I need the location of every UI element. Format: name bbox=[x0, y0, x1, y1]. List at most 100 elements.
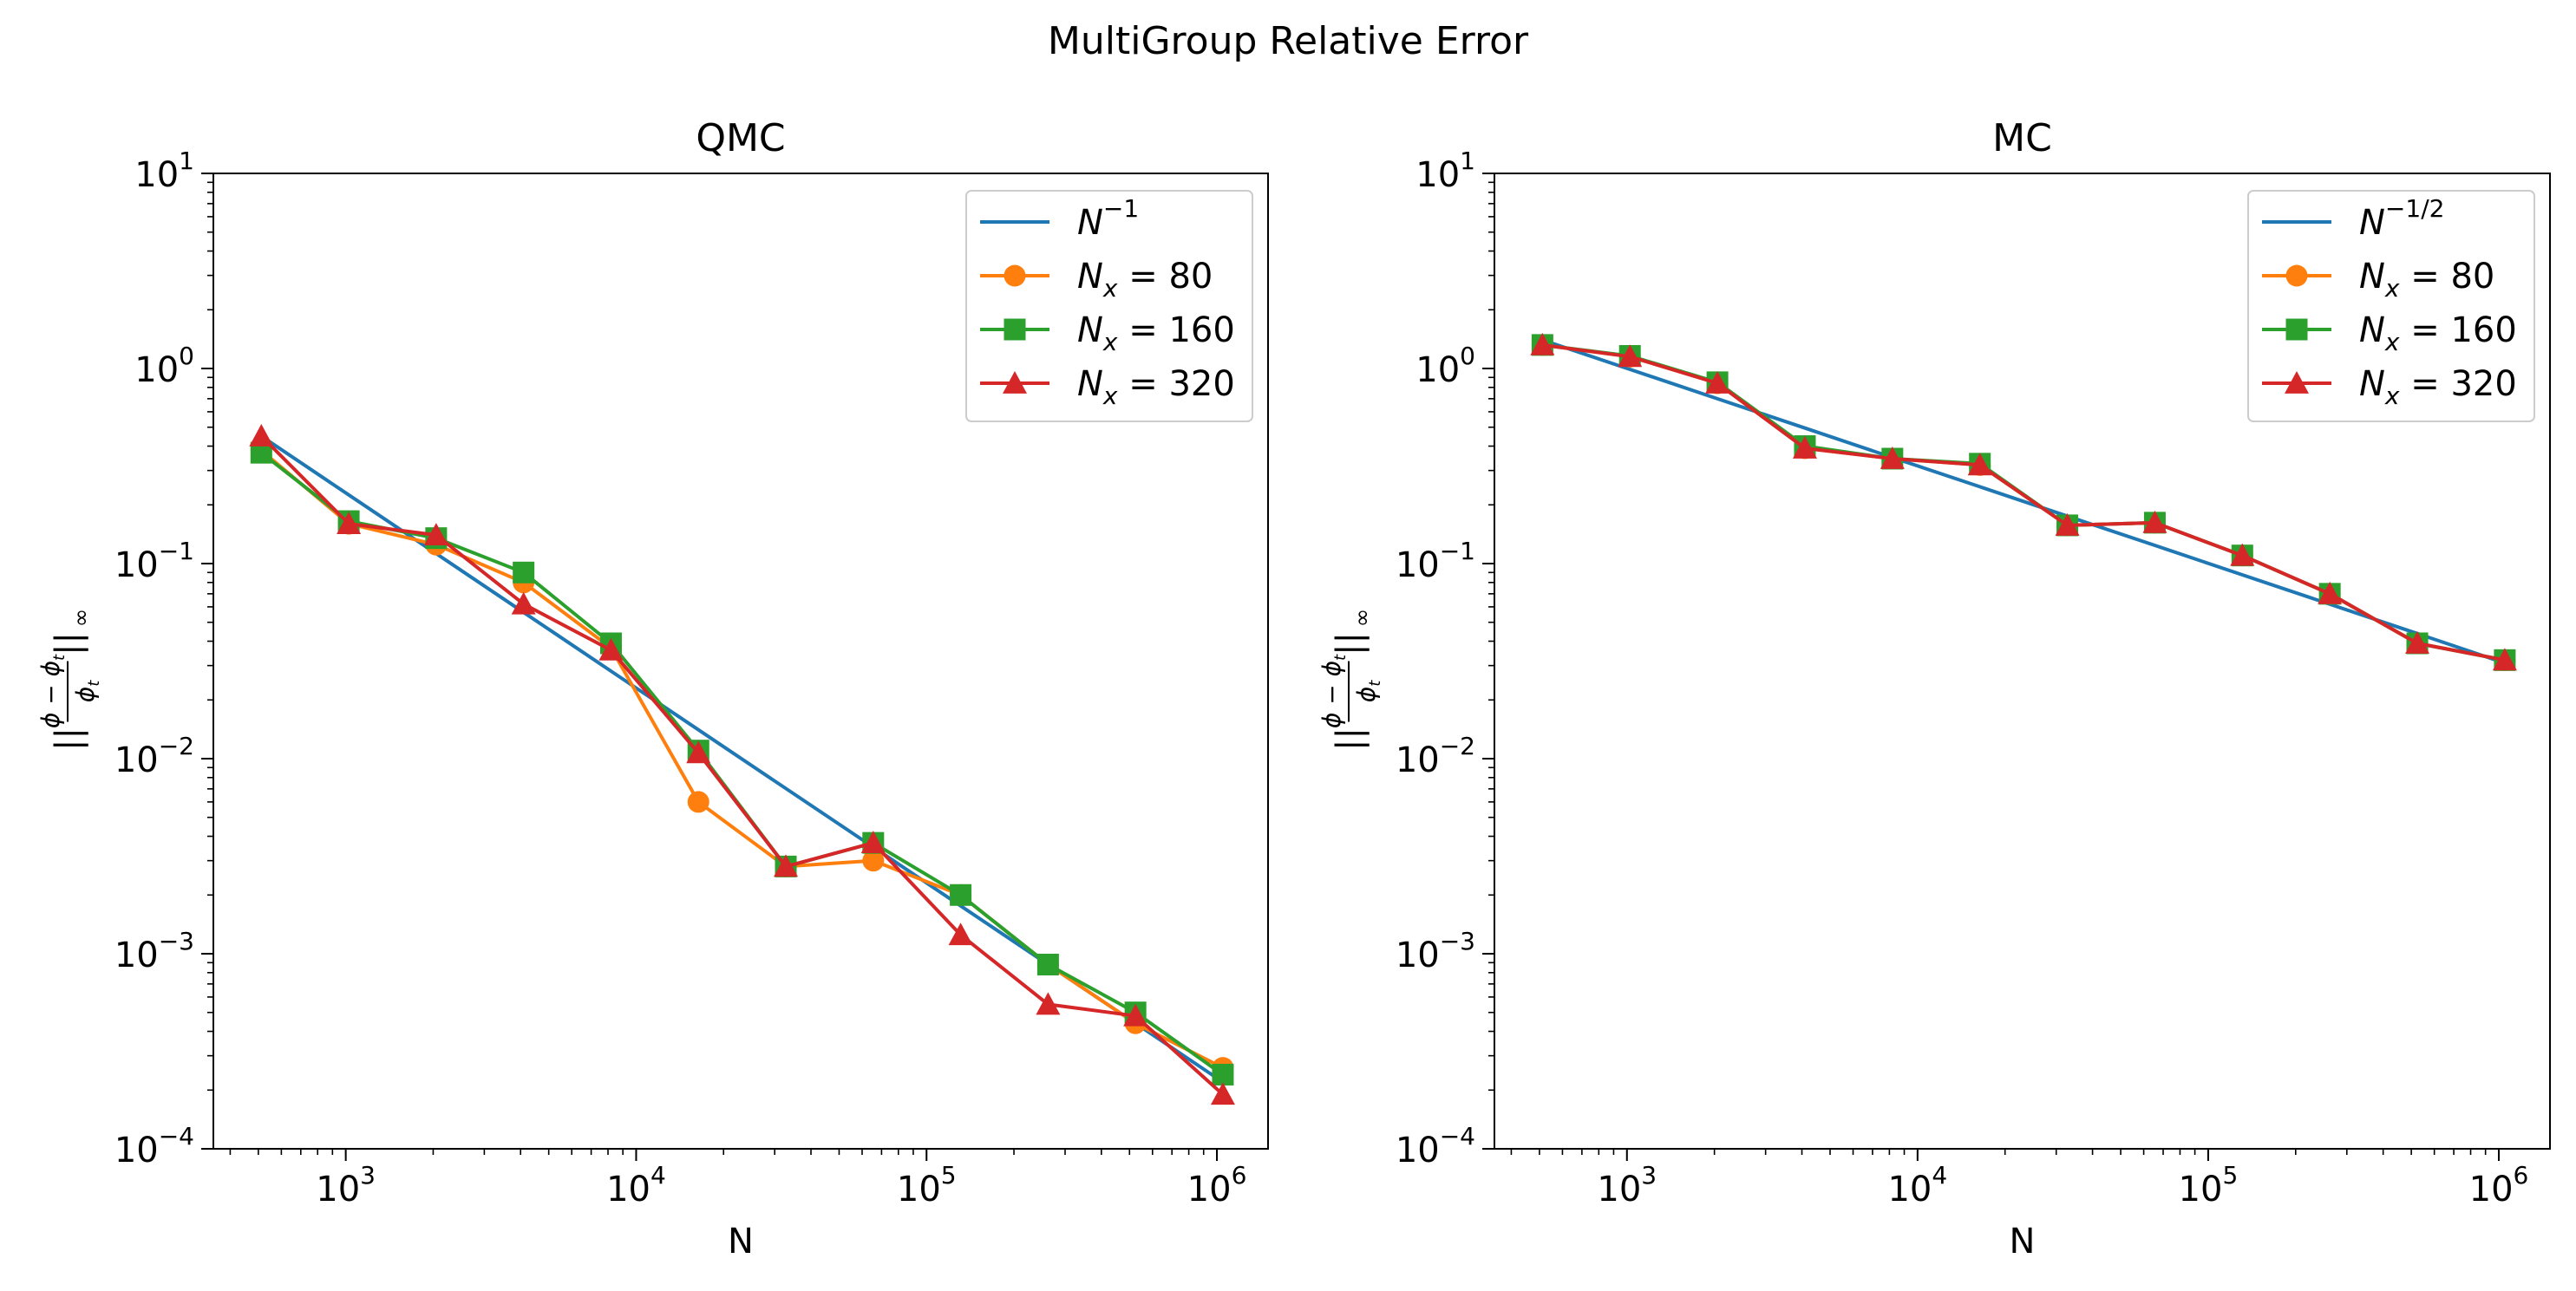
y-tick-label: 101 bbox=[1415, 147, 1475, 195]
data-point bbox=[1618, 344, 1643, 368]
y-tick-label: 100 bbox=[134, 342, 194, 390]
legend-marker bbox=[1004, 318, 1026, 341]
series-line bbox=[259, 434, 1225, 1096]
legend-box bbox=[2247, 190, 2535, 422]
data-point bbox=[513, 561, 535, 584]
data-point bbox=[337, 512, 362, 534]
x-tick-label: 104 bbox=[606, 1161, 666, 1209]
data-area bbox=[249, 424, 1235, 1105]
data-point bbox=[2318, 581, 2343, 604]
y-label-numerator: ϕ − ϕt bbox=[36, 654, 69, 728]
legend-entry: Nx = 160 bbox=[980, 310, 1235, 356]
legend-entry: Nx = 160 bbox=[2262, 310, 2517, 356]
legend-entry: N−1/2 bbox=[2262, 194, 2444, 243]
panel-title: MC bbox=[1992, 116, 2052, 160]
y-tick-label: 10−3 bbox=[114, 927, 194, 975]
legend-label: N−1/2 bbox=[2359, 194, 2444, 243]
y-tick-label: 10−2 bbox=[114, 732, 194, 780]
data-point bbox=[1792, 436, 1817, 459]
legend-marker bbox=[1004, 264, 1026, 287]
legend-marker bbox=[1003, 371, 1027, 394]
y-label-numerator: ϕ − ϕt bbox=[1317, 654, 1350, 728]
data-point bbox=[2055, 512, 2080, 536]
x-tick-label: 103 bbox=[1597, 1161, 1657, 1209]
y-tick-label: 10−2 bbox=[1396, 732, 1475, 780]
data-point bbox=[1036, 992, 1061, 1015]
legend-entry: Nx = 320 bbox=[2262, 364, 2517, 410]
axes-frame bbox=[212, 173, 1269, 1150]
legend-label: Nx = 320 bbox=[2359, 364, 2517, 410]
x-axis-label: N bbox=[728, 1222, 754, 1262]
data-point bbox=[249, 424, 274, 447]
x-tick-label: 105 bbox=[897, 1161, 957, 1209]
y-label-infinity: ∞ bbox=[1350, 609, 1376, 628]
series-line bbox=[1541, 338, 2506, 665]
data-point bbox=[1210, 1082, 1235, 1105]
legend-entry: Nx = 80 bbox=[980, 257, 1213, 303]
y-label-bars-left: || bbox=[49, 727, 88, 751]
data-point bbox=[948, 923, 973, 946]
series-nx320 bbox=[1530, 332, 2517, 671]
legend-entry: Nx = 320 bbox=[980, 364, 1235, 410]
legend-marker bbox=[2285, 371, 2309, 394]
x-tick-label: 106 bbox=[2469, 1161, 2529, 1209]
x-tick-label: 104 bbox=[1887, 1161, 1947, 1209]
plot-panel-qmc: QMC 10−4 10−3 10−2 10−1 100 101 103 104 105 106 N ||… bbox=[36, 116, 1269, 1262]
data-point bbox=[774, 854, 799, 877]
series-nx320 bbox=[249, 424, 1235, 1105]
data-point bbox=[860, 831, 886, 854]
legend-label: Nx = 80 bbox=[2359, 257, 2494, 303]
y-tick-label: 10−4 bbox=[1396, 1122, 1475, 1170]
x-tick-label: 103 bbox=[316, 1161, 376, 1209]
legend: N−1 Nx = 80 Nx = 160 Nx = 320 bbox=[965, 190, 1253, 422]
legend-marker bbox=[2285, 318, 2308, 341]
data-point bbox=[1967, 453, 1992, 476]
legend-label: Nx = 80 bbox=[1077, 257, 1213, 303]
data-point bbox=[423, 523, 448, 546]
data-point bbox=[2142, 510, 2167, 533]
legend-label: N−1 bbox=[1077, 194, 1139, 243]
legend-marker bbox=[2285, 264, 2308, 287]
data-point bbox=[1036, 953, 1059, 975]
y-tick-label: 10−1 bbox=[114, 537, 194, 585]
legend-box bbox=[965, 190, 1253, 422]
x-tick-label: 105 bbox=[2179, 1161, 2239, 1209]
data-point bbox=[1880, 446, 1905, 469]
data-point bbox=[2405, 631, 2430, 654]
series-line bbox=[1542, 342, 2506, 662]
y-tick-label: 10−1 bbox=[1396, 537, 1475, 585]
legend-entry: N−1 bbox=[980, 194, 1139, 243]
x-tick-label: 106 bbox=[1187, 1161, 1247, 1209]
y-label-bars-right: || bbox=[1330, 632, 1370, 655]
data-point bbox=[950, 883, 972, 906]
legend-label: Nx = 320 bbox=[1077, 364, 1235, 410]
x-axis-label: N bbox=[2010, 1222, 2036, 1262]
data-point bbox=[598, 637, 624, 661]
y-label-infinity: ∞ bbox=[69, 609, 95, 628]
data-point bbox=[687, 791, 709, 813]
y-label-bars-left: || bbox=[1330, 727, 1370, 751]
data-point bbox=[511, 591, 536, 615]
legend: N−1/2 Nx = 80 Nx = 160 Nx = 320 bbox=[2247, 190, 2535, 422]
data-point bbox=[1705, 371, 1730, 394]
legend-label: Nx = 160 bbox=[2359, 310, 2517, 356]
data-point bbox=[2230, 543, 2255, 566]
axes-frame bbox=[1494, 173, 2551, 1150]
legend-label: Nx = 160 bbox=[1077, 310, 1235, 356]
y-label-bars-right: || bbox=[49, 632, 88, 655]
data-point bbox=[1530, 332, 1555, 355]
y-tick-label: 10−3 bbox=[1396, 927, 1475, 975]
data-point bbox=[2492, 648, 2517, 671]
y-tick-label: 100 bbox=[1415, 342, 1475, 390]
legend-entry: Nx = 80 bbox=[2262, 257, 2494, 303]
data-area bbox=[1530, 332, 2517, 671]
y-tick-label: 10−4 bbox=[114, 1122, 194, 1170]
y-label-denominator: ϕt bbox=[1352, 680, 1384, 702]
data-point bbox=[1212, 1063, 1234, 1086]
series-ref bbox=[1541, 338, 2506, 665]
